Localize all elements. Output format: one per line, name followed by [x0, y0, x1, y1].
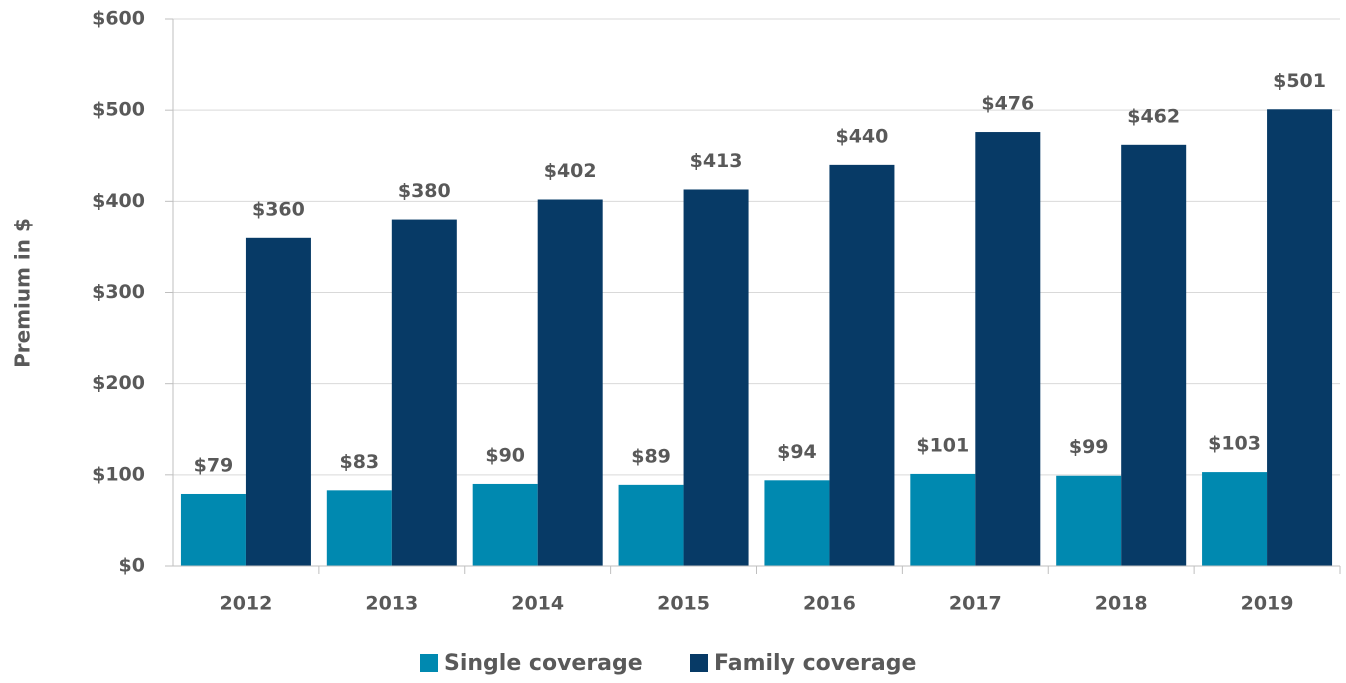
data-label: $462: [1127, 105, 1180, 127]
x-tick-label: 2013: [365, 593, 418, 615]
data-label: $402: [544, 160, 597, 182]
data-label: $380: [398, 180, 451, 202]
y-tick-label: $300: [92, 281, 145, 303]
bar: [1202, 472, 1268, 566]
x-tick-label: 2018: [1095, 593, 1148, 615]
data-label: $99: [1069, 436, 1109, 458]
bar: [764, 480, 830, 566]
data-label: $83: [339, 451, 379, 473]
bar: [326, 490, 392, 566]
y-tick-label: $600: [92, 8, 145, 30]
data-label: $476: [981, 93, 1034, 115]
data-label: $501: [1273, 70, 1326, 92]
data-label: $90: [485, 444, 525, 466]
data-label: $413: [690, 150, 743, 172]
data-label: $94: [777, 441, 817, 463]
bar: [975, 132, 1041, 566]
bar: [618, 484, 684, 566]
x-tick-label: 2012: [219, 593, 272, 615]
legend-label: Family coverage: [714, 651, 916, 676]
data-label: $360: [252, 198, 305, 220]
legend-swatch: [420, 654, 438, 672]
x-tick-label: 2017: [949, 593, 1002, 615]
bar: [1121, 144, 1187, 566]
bar: [180, 493, 246, 566]
y-tick-label: $500: [92, 99, 145, 121]
y-tick-label: $400: [92, 190, 145, 212]
x-tick-label: 2014: [511, 593, 564, 615]
bar: [910, 473, 976, 566]
data-label: $79: [194, 454, 234, 476]
y-tick-label: $0: [119, 555, 145, 577]
x-tick-label: 2016: [803, 593, 856, 615]
y-tick-label: $200: [92, 372, 145, 394]
x-tick-label: 2015: [657, 593, 710, 615]
bar: [1267, 109, 1333, 566]
data-label: $101: [916, 434, 969, 456]
bar: [829, 164, 895, 566]
data-label: $440: [835, 125, 888, 147]
y-axis-label: Premium in $: [11, 218, 35, 368]
bar: [537, 199, 603, 566]
legend-swatch: [690, 654, 708, 672]
data-label: $89: [631, 445, 671, 467]
data-label: $103: [1208, 433, 1261, 455]
bar: [472, 483, 538, 566]
bar: [683, 189, 749, 566]
bar: [245, 237, 311, 567]
bar: [1056, 475, 1122, 566]
bar: [391, 219, 457, 567]
legend-label: Single coverage: [444, 651, 643, 676]
x-tick-label: 2019: [1241, 593, 1294, 615]
y-tick-label: $100: [92, 463, 145, 485]
